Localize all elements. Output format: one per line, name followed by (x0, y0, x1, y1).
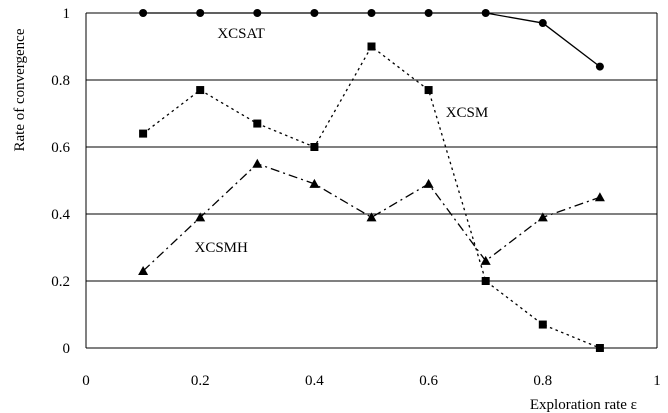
data-point-xcsm (538, 320, 547, 329)
y-tick-label: 0.2 (51, 274, 70, 290)
data-point-xcsat (139, 9, 148, 17)
data-point-xcsmh (195, 212, 206, 222)
series-labels: XCSAT XCSM XCSMH (194, 26, 488, 256)
data-point-xcsat (310, 9, 319, 17)
x-tick-label: 1 (653, 373, 661, 389)
y-tick-label: 0.8 (51, 73, 70, 89)
gridlines (86, 12, 657, 349)
series-group (138, 9, 605, 352)
series-label-xcsat: XCSAT (217, 26, 265, 42)
data-point-xcsat (481, 9, 490, 17)
y-tick-label: 1 (63, 6, 71, 22)
data-point-xcsmh (309, 178, 320, 188)
series-label-xcsm: XCSM (446, 105, 489, 121)
data-point-xcsmh (480, 255, 491, 265)
data-point-xcsat (196, 9, 205, 17)
data-point-xcsm (196, 86, 205, 95)
data-point-xcsm (481, 277, 490, 285)
y-tick-label: 0.4 (51, 207, 70, 223)
data-point-xcsm (139, 129, 148, 138)
tick-labels: 0 0.2 0.4 0.6 0.8 1 0 0.2 0.4 0.6 0.8 1 (51, 6, 661, 389)
x-tick-label: 0.6 (419, 373, 438, 389)
data-point-xcsmh (423, 178, 434, 188)
y-tick-label: 0 (63, 341, 71, 357)
data-point-xcsm (424, 86, 433, 95)
series-line-xcsat (143, 12, 601, 68)
data-point-xcsmh (138, 265, 149, 275)
data-point-xcsat (538, 19, 547, 28)
x-tick-label: 0.2 (191, 373, 210, 389)
data-point-xcsat (253, 9, 262, 17)
data-point-xcsmh (537, 212, 548, 222)
x-tick-label: 0.8 (533, 373, 552, 389)
data-point-xcsat (424, 9, 433, 17)
data-point-xcsat (595, 62, 604, 71)
data-point-xcsat (367, 9, 376, 17)
data-point-xcsm (253, 119, 262, 128)
x-tick-label: 0.4 (305, 373, 324, 389)
series-label-xcsmh: XCSMH (194, 240, 248, 256)
data-point-xcsmh (252, 158, 263, 168)
data-point-xcsm (595, 344, 604, 352)
data-point-xcsmh (594, 192, 605, 202)
data-point-xcsm (310, 143, 319, 151)
data-point-xcsmh (366, 212, 377, 222)
x-tick-label: 0 (82, 373, 90, 389)
y-axis-title: Rate of convergence (12, 28, 28, 151)
y-tick-label: 0.6 (51, 140, 70, 156)
series-line-xcsm (142, 45, 601, 349)
axes (85, 13, 658, 348)
x-axis-title: Exploration rate ε (530, 397, 637, 413)
data-point-xcsm (367, 42, 376, 51)
